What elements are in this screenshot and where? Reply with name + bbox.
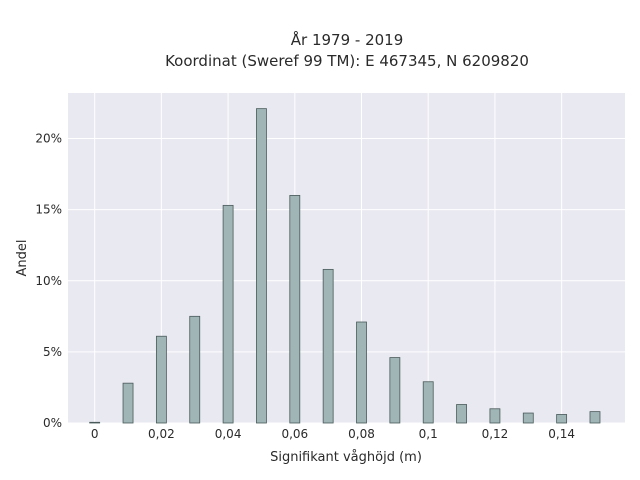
histogram-bar <box>522 412 534 424</box>
y-tick-label: 10% <box>35 274 62 288</box>
histogram-bar <box>122 382 134 424</box>
histogram-bar <box>322 268 334 424</box>
x-tick-label: 0,02 <box>148 427 175 441</box>
histogram-bar <box>289 195 301 424</box>
chart-title-line1: År 1979 - 2019 <box>291 30 404 49</box>
x-tick-label: 0,14 <box>548 427 575 441</box>
grid-lines <box>68 93 625 424</box>
y-axis-ticks: 0% 5% 10% 15% 20% <box>35 132 62 430</box>
plot-area <box>68 93 625 423</box>
bars <box>89 108 601 424</box>
y-tick-label: 0% <box>43 416 62 430</box>
histogram-bar <box>422 381 434 424</box>
histogram-bar <box>256 108 267 424</box>
chart-title-line2: Koordinat (Sweref 99 TM): E 467345, N 62… <box>165 52 529 70</box>
x-tick-label: 0,04 <box>215 427 242 441</box>
x-tick-label: 0,06 <box>281 427 308 441</box>
x-tick-label: 0,08 <box>348 427 375 441</box>
histogram-bar <box>155 335 167 424</box>
histogram-bar <box>356 321 367 424</box>
histogram-bar <box>189 315 201 424</box>
histogram-bar <box>489 408 501 424</box>
histogram-bar <box>389 357 401 424</box>
y-tick-label: 5% <box>43 345 62 359</box>
x-tick-label: 0,1 <box>419 427 438 441</box>
y-axis-label: Andel <box>15 240 30 277</box>
y-tick-label: 20% <box>35 132 62 146</box>
histogram-bar <box>589 411 601 424</box>
y-tick-label: 15% <box>35 203 62 217</box>
x-tick-label: 0 <box>91 427 99 441</box>
histogram-bar <box>89 421 101 424</box>
histogram-bar <box>222 204 234 424</box>
histogram-bar <box>456 404 467 424</box>
x-tick-label: 0,12 <box>482 427 509 441</box>
x-axis-ticks: 0 0,02 0,04 0,06 0,08 0,1 0,12 0,14 <box>91 427 575 441</box>
histogram-bar <box>556 414 568 424</box>
x-axis-label: Signifikant våghöjd (m) <box>270 450 422 465</box>
